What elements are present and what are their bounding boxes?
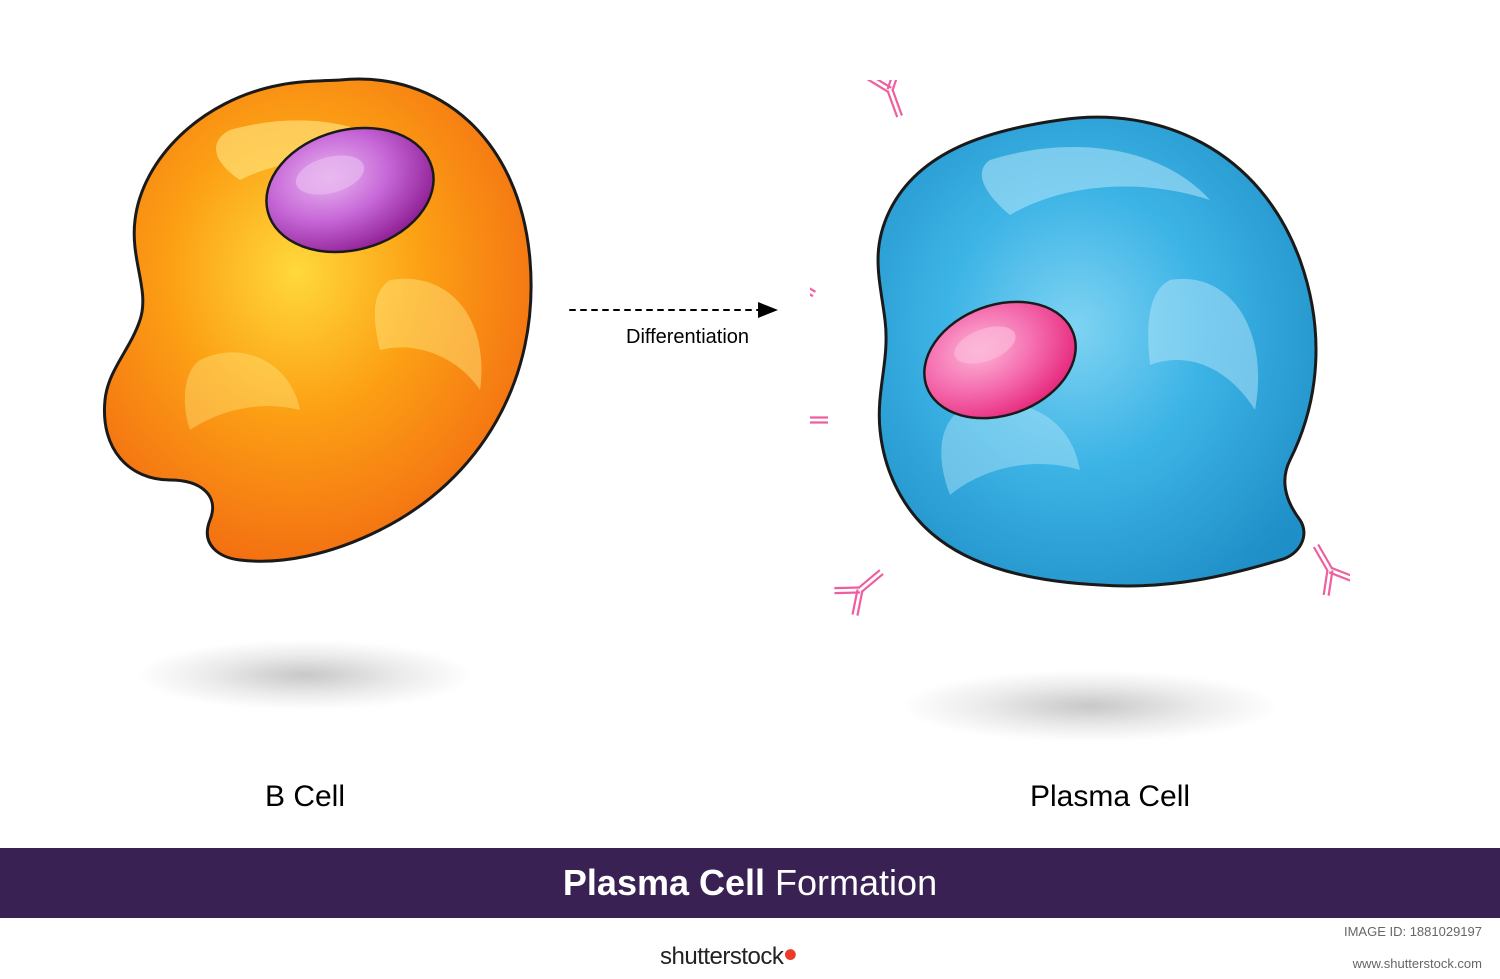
- image-id-label: IMAGE ID: 1881029197: [1344, 924, 1482, 939]
- antibody-icon: [866, 80, 917, 122]
- b-cell: [80, 60, 560, 580]
- antibody-icon: [810, 254, 823, 310]
- b-cell-shadow: [135, 640, 475, 710]
- antibody-icon: [1300, 537, 1350, 598]
- arrow-label: Differentiation: [626, 326, 749, 349]
- antibody-icon: [1248, 80, 1307, 83]
- antibody-icon: [810, 402, 828, 438]
- antibody-icon: [832, 558, 893, 617]
- plasma-cell: [810, 80, 1350, 620]
- b-cell-label: B Cell: [155, 780, 455, 814]
- plasma-cell-label: Plasma Cell: [960, 780, 1260, 814]
- title-bold: Plasma Cell: [563, 862, 765, 903]
- plasma-cell-shadow: [900, 670, 1280, 742]
- logo-dot-icon: •: [783, 933, 797, 977]
- diagram-canvas: Differentiation B Cell Plasma Cell Plasm…: [0, 0, 1500, 979]
- shutterstock-logo: shutterstock•: [660, 943, 797, 971]
- title-banner: Plasma Cell Formation: [0, 848, 1500, 918]
- arrow-head-icon: [758, 302, 778, 318]
- title-light: Formation: [765, 862, 937, 903]
- site-url: www.shutterstock.com: [1353, 956, 1482, 971]
- logo-text: shutterstock: [660, 943, 783, 970]
